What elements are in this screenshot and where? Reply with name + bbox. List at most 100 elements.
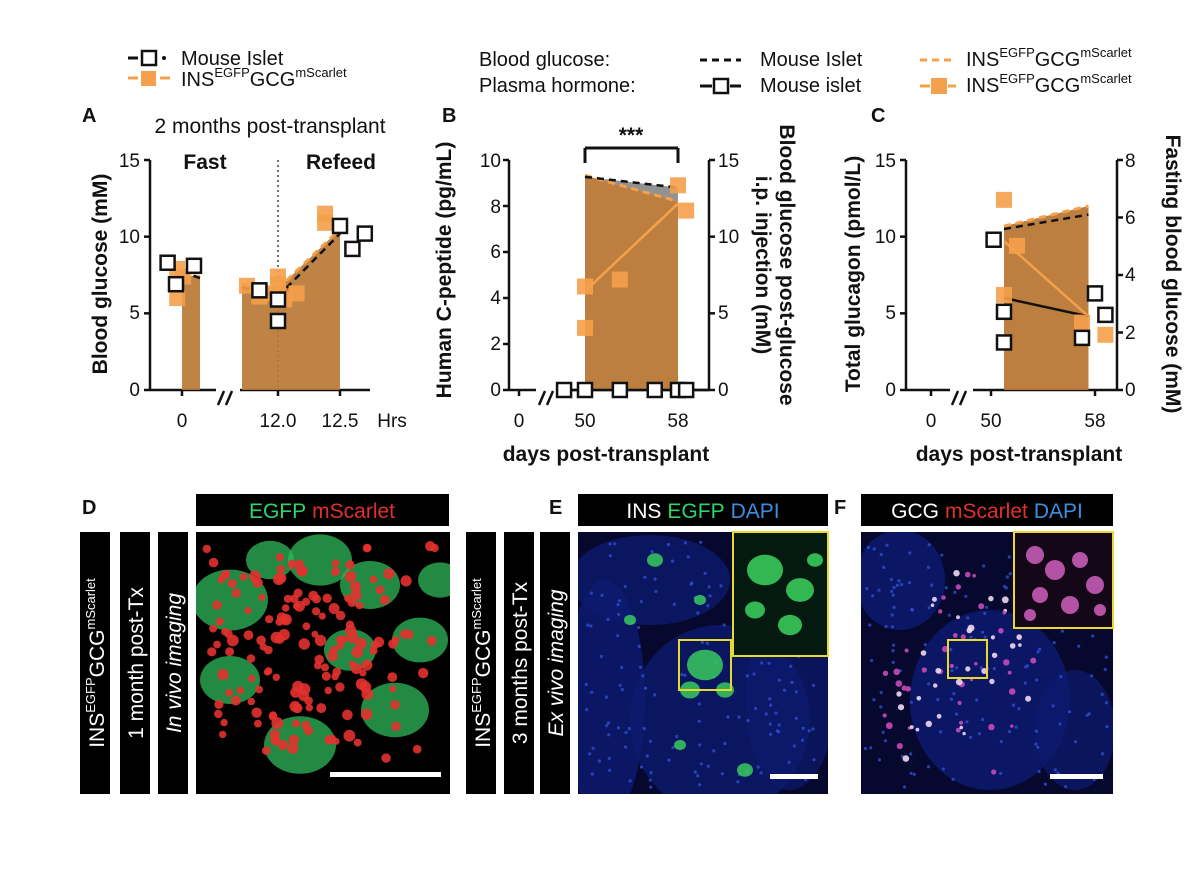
dapi-nucleus bbox=[982, 564, 986, 568]
point-ins bbox=[577, 278, 593, 295]
panel-f-header-bar bbox=[861, 494, 1113, 526]
point-mouse bbox=[251, 282, 268, 299]
egfp-cell-cluster bbox=[200, 656, 260, 704]
dapi-nucleus bbox=[790, 680, 794, 685]
gcg-cell bbox=[972, 573, 976, 578]
dapi-nucleus bbox=[890, 589, 894, 594]
mscarlet-cell bbox=[224, 629, 233, 638]
dapi-nucleus bbox=[650, 550, 654, 554]
panel-e-inset bbox=[732, 531, 829, 657]
panel-a-ytick: 15 bbox=[119, 151, 140, 172]
dapi-nucleus bbox=[1014, 725, 1018, 729]
legend-ins-bg-label: INSEGFPGCGmScarlet bbox=[966, 45, 1132, 71]
dapi-nucleus bbox=[697, 702, 702, 706]
gcg-cell bbox=[1025, 695, 1032, 702]
panel-e-mode-bar: Ex vivo imaging bbox=[540, 532, 570, 794]
panel-d-header: EGFP mScarlet bbox=[249, 500, 395, 523]
mscarlet-cell bbox=[251, 707, 262, 718]
gcg-cell bbox=[988, 723, 995, 731]
panel-a-title: 2 months post-transplant bbox=[154, 115, 385, 138]
dapi-nucleus bbox=[1053, 768, 1057, 772]
dapi-tissue bbox=[861, 532, 945, 630]
mscarlet-cell bbox=[338, 635, 348, 644]
dapi-nucleus bbox=[927, 543, 931, 547]
dapi-nucleus bbox=[900, 582, 904, 587]
mscarlet-cell bbox=[239, 573, 248, 581]
dapi-nucleus bbox=[768, 722, 772, 726]
gcg-cell bbox=[921, 667, 927, 673]
panel-e-time: 3 months post-Tx bbox=[509, 581, 532, 744]
dapi-nucleus bbox=[638, 665, 643, 669]
dapi-nucleus bbox=[952, 692, 956, 696]
dapi-nucleus bbox=[769, 732, 773, 736]
dapi-nucleus bbox=[879, 705, 883, 709]
panel-e-header: INS EGFP DAPI bbox=[626, 500, 779, 523]
panel-c-y2tick: 8 bbox=[1125, 151, 1136, 172]
dapi-nucleus bbox=[752, 672, 756, 676]
panel-b-y2tick: 15 bbox=[718, 151, 739, 172]
mscarlet-cell bbox=[381, 753, 391, 763]
dapi-nucleus bbox=[872, 698, 876, 702]
mscarlet-cell bbox=[272, 673, 280, 681]
dapi-nucleus bbox=[951, 777, 955, 782]
mscarlet-cell bbox=[328, 603, 340, 614]
point-mouse bbox=[331, 217, 349, 235]
dapi-nucleus bbox=[909, 771, 913, 775]
dapi-nucleus bbox=[811, 683, 816, 688]
gcg-cell bbox=[896, 743, 903, 750]
dapi-nucleus bbox=[589, 591, 593, 595]
point-mouse bbox=[995, 334, 1013, 351]
dapi-nucleus bbox=[585, 708, 589, 712]
panel-c-plot bbox=[900, 158, 1123, 406]
dapi-nucleus bbox=[642, 727, 646, 731]
dapi-nucleus bbox=[653, 577, 657, 581]
mscarlet-cell bbox=[231, 588, 241, 598]
legend-ins-marker bbox=[141, 71, 156, 86]
dapi-nucleus bbox=[868, 623, 872, 627]
mscarlet-cell bbox=[214, 699, 224, 710]
mscarlet-cell bbox=[312, 594, 321, 604]
dapi-nucleus bbox=[720, 772, 724, 776]
panel-b-ytick: 4 bbox=[490, 288, 501, 309]
point-mouse bbox=[677, 381, 695, 399]
mscarlet-cell bbox=[283, 594, 292, 604]
mscarlet-cell bbox=[303, 726, 314, 736]
dapi-nucleus bbox=[620, 688, 624, 692]
dapi-nucleus bbox=[767, 661, 771, 665]
panel-b-xtick: 0 bbox=[514, 411, 525, 432]
mscarlet-cell bbox=[361, 659, 373, 671]
point-mouse bbox=[555, 381, 573, 399]
point-ins bbox=[270, 276, 286, 293]
dapi-nucleus bbox=[590, 690, 594, 694]
panel-e-tag-bar: INSEGFPGCGmScarlet bbox=[466, 532, 496, 794]
mscarlet-cell bbox=[273, 573, 285, 586]
panel-c-y2tick: 6 bbox=[1125, 208, 1136, 229]
mscarlet-cell bbox=[305, 704, 313, 712]
mscarlet-cell bbox=[214, 709, 223, 719]
mscarlet-cell bbox=[225, 647, 235, 657]
area-fast-ins bbox=[182, 275, 200, 390]
dapi-nucleus bbox=[936, 698, 940, 702]
dapi-nucleus bbox=[1043, 782, 1047, 786]
mscarlet-cell bbox=[209, 624, 218, 633]
dapi-nucleus bbox=[883, 739, 888, 743]
panel-f: F GCG mScarlet DAPI bbox=[834, 494, 1114, 794]
inset-gcg-cell bbox=[1032, 587, 1048, 603]
point-ins bbox=[317, 214, 334, 231]
mscarlet-cell bbox=[387, 672, 398, 682]
panel-c-ytick: 5 bbox=[885, 303, 896, 324]
dapi-nucleus bbox=[671, 745, 675, 750]
dapi-nucleus bbox=[1077, 644, 1081, 648]
dapi-nucleus bbox=[745, 674, 749, 678]
dapi-nucleus bbox=[672, 602, 676, 606]
gcg-cell bbox=[981, 668, 988, 674]
mscarlet-cell bbox=[390, 700, 400, 710]
inset-gcg-cell bbox=[1024, 609, 1036, 621]
panel-a-fast-label: Fast bbox=[183, 151, 226, 174]
mscarlet-cell bbox=[350, 589, 362, 601]
panel-a-ylabel: Blood glucose (mM) bbox=[89, 174, 112, 375]
dapi-tissue bbox=[910, 610, 1070, 790]
dapi-nucleus bbox=[869, 746, 873, 750]
dapi-nucleus bbox=[1064, 785, 1068, 789]
